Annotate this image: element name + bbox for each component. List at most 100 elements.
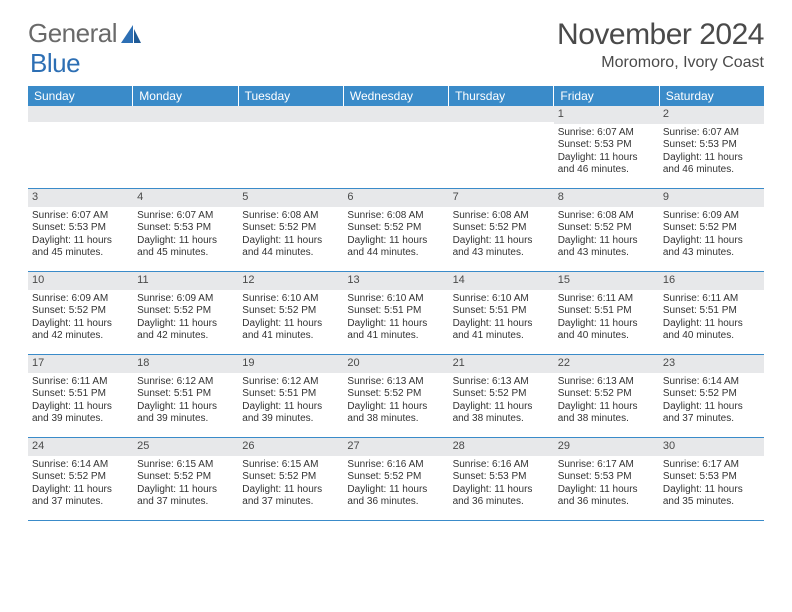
sunrise-text: Sunrise: 6:13 AM — [558, 376, 655, 389]
day-number: 16 — [659, 272, 764, 290]
day-body: Sunrise: 6:11 AMSunset: 5:51 PMDaylight:… — [554, 290, 659, 354]
daylight-text: Daylight: 11 hours and 45 minutes. — [137, 235, 234, 260]
sunrise-text: Sunrise: 6:11 AM — [558, 293, 655, 306]
sunset-text: Sunset: 5:52 PM — [347, 388, 444, 401]
sunrise-text: Sunrise: 6:07 AM — [32, 210, 129, 223]
sunset-text: Sunset: 5:53 PM — [558, 471, 655, 484]
day-body — [343, 122, 448, 188]
logo-text-blue: Blue — [30, 48, 80, 79]
sunset-text: Sunset: 5:52 PM — [453, 388, 550, 401]
day-number: 12 — [238, 272, 343, 290]
dow-thursday: Thursday — [448, 86, 553, 106]
daylight-text: Daylight: 11 hours and 36 minutes. — [347, 484, 444, 509]
day-body: Sunrise: 6:09 AMSunset: 5:52 PMDaylight:… — [28, 290, 133, 354]
day-body: Sunrise: 6:14 AMSunset: 5:52 PMDaylight:… — [659, 373, 764, 437]
daylight-text: Daylight: 11 hours and 37 minutes. — [663, 401, 760, 426]
daylight-text: Daylight: 11 hours and 38 minutes. — [558, 401, 655, 426]
sunset-text: Sunset: 5:52 PM — [453, 222, 550, 235]
day-body: Sunrise: 6:14 AMSunset: 5:52 PMDaylight:… — [28, 456, 133, 520]
day-body: Sunrise: 6:09 AMSunset: 5:52 PMDaylight:… — [133, 290, 238, 354]
sunrise-text: Sunrise: 6:11 AM — [32, 376, 129, 389]
calendar-week: 3Sunrise: 6:07 AMSunset: 5:53 PMDaylight… — [28, 189, 764, 272]
month-title: November 2024 — [557, 18, 764, 52]
calendar-day: 21Sunrise: 6:13 AMSunset: 5:52 PMDayligh… — [449, 355, 554, 437]
day-body: Sunrise: 6:07 AMSunset: 5:53 PMDaylight:… — [659, 124, 764, 188]
calendar-day: 29Sunrise: 6:17 AMSunset: 5:53 PMDayligh… — [554, 438, 659, 520]
day-number: 11 — [133, 272, 238, 290]
sunrise-text: Sunrise: 6:14 AM — [32, 459, 129, 472]
calendar-day: 22Sunrise: 6:13 AMSunset: 5:52 PMDayligh… — [554, 355, 659, 437]
daylight-text: Daylight: 11 hours and 38 minutes. — [347, 401, 444, 426]
day-number: 2 — [659, 106, 764, 124]
day-number: 17 — [28, 355, 133, 373]
day-body: Sunrise: 6:08 AMSunset: 5:52 PMDaylight:… — [554, 207, 659, 271]
calendar-day: 27Sunrise: 6:16 AMSunset: 5:52 PMDayligh… — [343, 438, 448, 520]
day-number — [133, 106, 238, 122]
sunrise-text: Sunrise: 6:17 AM — [663, 459, 760, 472]
sunset-text: Sunset: 5:52 PM — [32, 471, 129, 484]
day-body: Sunrise: 6:10 AMSunset: 5:52 PMDaylight:… — [238, 290, 343, 354]
sunrise-text: Sunrise: 6:07 AM — [558, 127, 655, 140]
day-number: 19 — [238, 355, 343, 373]
sunset-text: Sunset: 5:53 PM — [453, 471, 550, 484]
sunrise-text: Sunrise: 6:07 AM — [137, 210, 234, 223]
sunset-text: Sunset: 5:53 PM — [32, 222, 129, 235]
sunset-text: Sunset: 5:51 PM — [137, 388, 234, 401]
sunrise-text: Sunrise: 6:09 AM — [663, 210, 760, 223]
day-body: Sunrise: 6:13 AMSunset: 5:52 PMDaylight:… — [343, 373, 448, 437]
sunset-text: Sunset: 5:51 PM — [242, 388, 339, 401]
calendar-day — [238, 106, 343, 188]
day-number: 28 — [449, 438, 554, 456]
sunrise-text: Sunrise: 6:15 AM — [137, 459, 234, 472]
day-number: 26 — [238, 438, 343, 456]
calendar-day — [343, 106, 448, 188]
day-number — [238, 106, 343, 122]
sunrise-text: Sunrise: 6:17 AM — [558, 459, 655, 472]
day-body: Sunrise: 6:11 AMSunset: 5:51 PMDaylight:… — [659, 290, 764, 354]
day-body: Sunrise: 6:07 AMSunset: 5:53 PMDaylight:… — [28, 207, 133, 271]
day-number: 13 — [343, 272, 448, 290]
calendar-day: 7Sunrise: 6:08 AMSunset: 5:52 PMDaylight… — [449, 189, 554, 271]
calendar-day: 4Sunrise: 6:07 AMSunset: 5:53 PMDaylight… — [133, 189, 238, 271]
day-number: 14 — [449, 272, 554, 290]
calendar-day: 17Sunrise: 6:11 AMSunset: 5:51 PMDayligh… — [28, 355, 133, 437]
calendar-day: 3Sunrise: 6:07 AMSunset: 5:53 PMDaylight… — [28, 189, 133, 271]
calendar-day: 9Sunrise: 6:09 AMSunset: 5:52 PMDaylight… — [659, 189, 764, 271]
calendar-day: 26Sunrise: 6:15 AMSunset: 5:52 PMDayligh… — [238, 438, 343, 520]
day-body: Sunrise: 6:16 AMSunset: 5:52 PMDaylight:… — [343, 456, 448, 520]
day-body: Sunrise: 6:08 AMSunset: 5:52 PMDaylight:… — [449, 207, 554, 271]
daylight-text: Daylight: 11 hours and 46 minutes. — [663, 152, 760, 177]
day-number: 25 — [133, 438, 238, 456]
daylight-text: Daylight: 11 hours and 40 minutes. — [663, 318, 760, 343]
day-number: 23 — [659, 355, 764, 373]
daylight-text: Daylight: 11 hours and 41 minutes. — [453, 318, 550, 343]
sunset-text: Sunset: 5:51 PM — [453, 305, 550, 318]
sunrise-text: Sunrise: 6:10 AM — [453, 293, 550, 306]
day-body: Sunrise: 6:07 AMSunset: 5:53 PMDaylight:… — [554, 124, 659, 188]
sunset-text: Sunset: 5:53 PM — [558, 139, 655, 152]
day-body: Sunrise: 6:12 AMSunset: 5:51 PMDaylight:… — [238, 373, 343, 437]
daylight-text: Daylight: 11 hours and 37 minutes. — [32, 484, 129, 509]
title-block: November 2024 Moromoro, Ivory Coast — [557, 18, 764, 72]
sunrise-text: Sunrise: 6:10 AM — [242, 293, 339, 306]
day-number — [28, 106, 133, 122]
daylight-text: Daylight: 11 hours and 46 minutes. — [558, 152, 655, 177]
day-body: Sunrise: 6:08 AMSunset: 5:52 PMDaylight:… — [238, 207, 343, 271]
day-body: Sunrise: 6:15 AMSunset: 5:52 PMDaylight:… — [238, 456, 343, 520]
sunset-text: Sunset: 5:52 PM — [242, 305, 339, 318]
calendar-day: 19Sunrise: 6:12 AMSunset: 5:51 PMDayligh… — [238, 355, 343, 437]
calendar-day: 15Sunrise: 6:11 AMSunset: 5:51 PMDayligh… — [554, 272, 659, 354]
calendar-week: 10Sunrise: 6:09 AMSunset: 5:52 PMDayligh… — [28, 272, 764, 355]
day-number: 24 — [28, 438, 133, 456]
calendar-day: 1Sunrise: 6:07 AMSunset: 5:53 PMDaylight… — [554, 106, 659, 188]
daylight-text: Daylight: 11 hours and 45 minutes. — [32, 235, 129, 260]
day-number: 18 — [133, 355, 238, 373]
sunrise-text: Sunrise: 6:11 AM — [663, 293, 760, 306]
daylight-text: Daylight: 11 hours and 44 minutes. — [347, 235, 444, 260]
sunset-text: Sunset: 5:53 PM — [137, 222, 234, 235]
day-body — [28, 122, 133, 188]
header: General November 2024 Moromoro, Ivory Co… — [28, 18, 764, 72]
sunset-text: Sunset: 5:51 PM — [347, 305, 444, 318]
sunset-text: Sunset: 5:52 PM — [347, 222, 444, 235]
sunrise-text: Sunrise: 6:07 AM — [663, 127, 760, 140]
